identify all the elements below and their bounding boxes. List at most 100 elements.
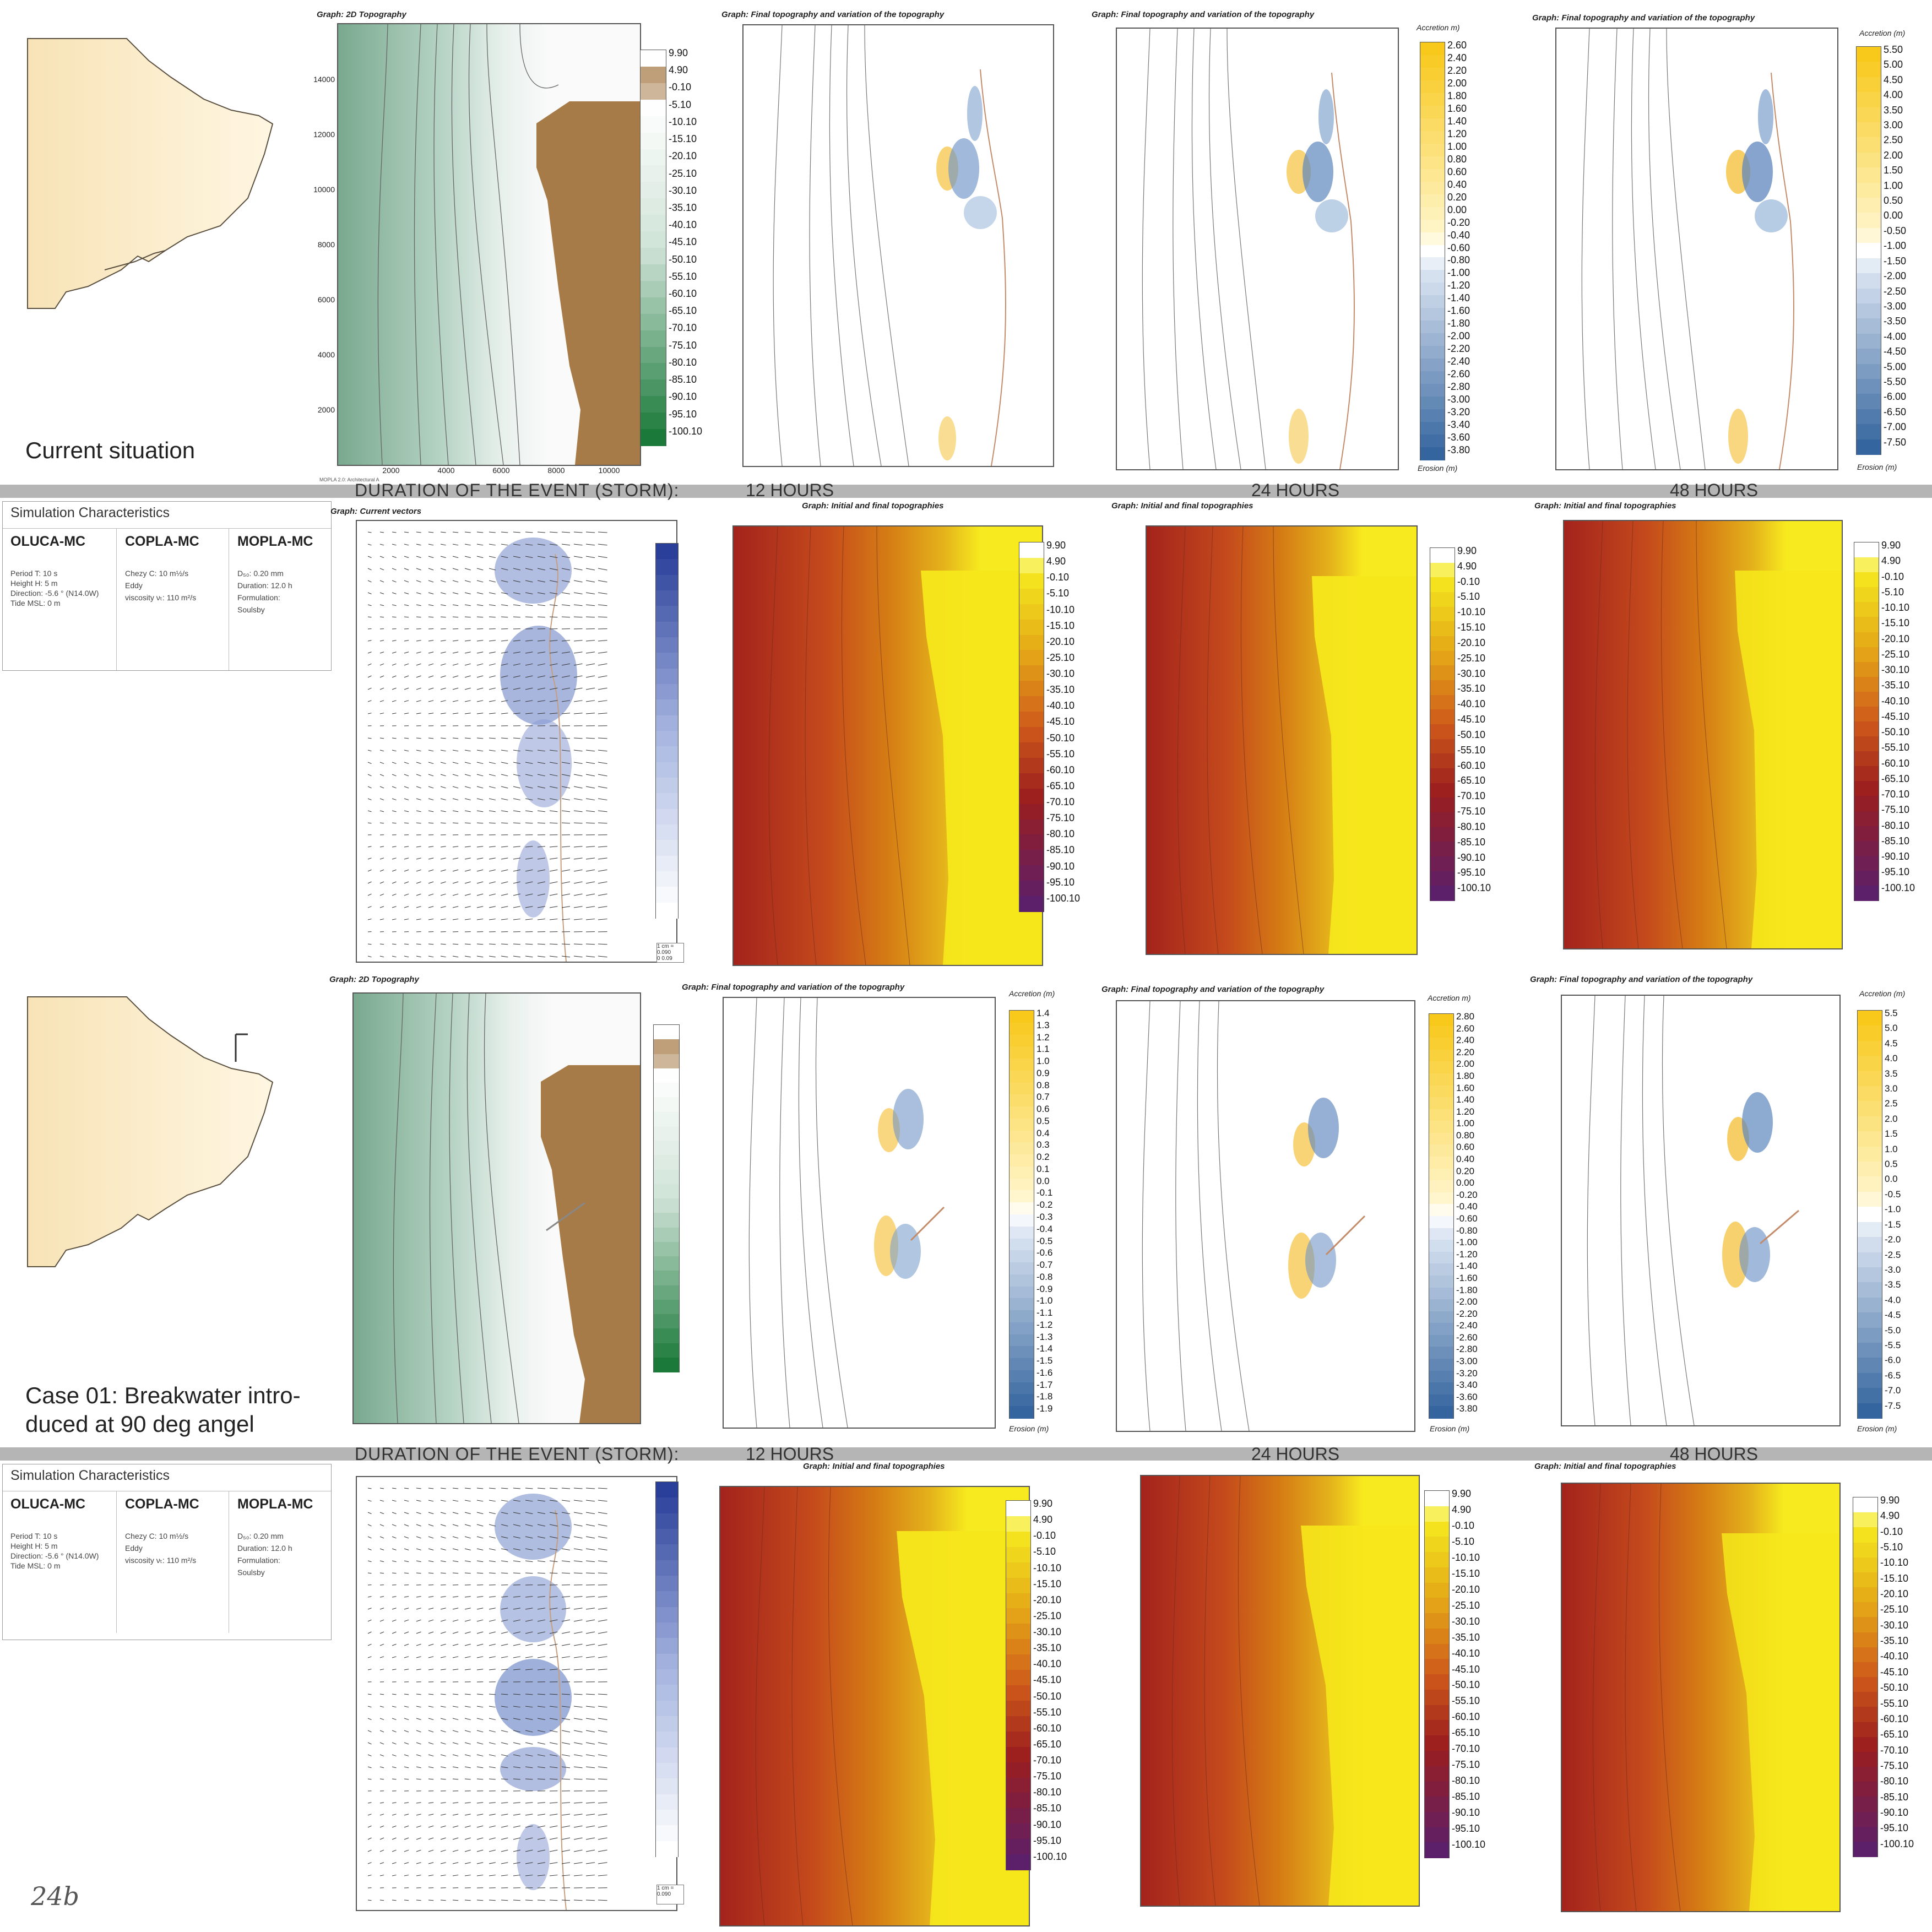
vector-arrow: [392, 1875, 397, 1876]
colorbar-segment: [1858, 1358, 1882, 1374]
plot-area: [1563, 520, 1843, 949]
vector-arrow: [367, 1500, 372, 1502]
colorbar-segment: [1854, 617, 1879, 633]
vector-arrow: [549, 1730, 558, 1733]
vector-arrow: [549, 1669, 558, 1670]
vector-arrow: [440, 750, 446, 752]
vector-arrow: [573, 652, 583, 654]
vector-arrow: [561, 786, 571, 789]
vector-arrow: [440, 1706, 446, 1708]
hour-48: 48 HOURS: [1670, 1444, 1759, 1464]
vector-arrow: [585, 846, 595, 848]
colorbar-label: 9.90: [669, 47, 688, 58]
vector-arrow: [537, 1608, 545, 1610]
vector-arrow: [513, 675, 520, 678]
colorbar-label: -1.40: [1456, 1261, 1478, 1272]
colorbar-segment: [656, 606, 678, 622]
colorbar-segment: [1853, 1722, 1877, 1738]
vector-arrow: [476, 1814, 484, 1816]
vector-arrow: [501, 1500, 508, 1502]
vector-arrow: [573, 1524, 583, 1527]
colorbar-label: -0.10: [1881, 571, 1904, 582]
colorbar-label: -55.10: [1457, 744, 1486, 756]
colorbar-segment: [656, 1685, 678, 1701]
vector-arrow: [573, 810, 583, 812]
colorbar-label: 0.0: [1885, 1174, 1898, 1185]
sim-line: Soulsby: [237, 605, 265, 614]
vector-arrow: [392, 1814, 397, 1816]
vector-arrow: [392, 1631, 397, 1634]
panel-title: Graph: Final topography and variation of…: [1092, 10, 1315, 19]
vector-arrow: [404, 1560, 409, 1562]
vector-arrow: [525, 713, 533, 714]
colorbar-segment: [654, 1169, 679, 1185]
vector-arrow: [489, 1631, 496, 1634]
colorbar-segment: [656, 1810, 678, 1826]
vector-arrow: [416, 846, 421, 848]
vector-arrow: [537, 774, 546, 777]
vector-arrow: [525, 798, 533, 801]
vector-arrow: [392, 1488, 397, 1489]
colorbar-label: -80.10: [1033, 1787, 1062, 1798]
colorbar-label: -30.10: [1880, 1619, 1909, 1631]
colorbar-segment: [656, 1607, 678, 1623]
vector-arrow: [598, 1560, 607, 1562]
vector-arrow: [537, 1656, 545, 1658]
vector-arrow: [525, 1608, 533, 1610]
colorbar-label: -35.10: [669, 202, 697, 213]
colorbar-segment: [641, 215, 666, 232]
colorbar-label: 5.0: [1885, 1023, 1898, 1034]
vector-arrow: [428, 1706, 434, 1708]
vector-arrow: [476, 700, 484, 702]
panel-topo-24h: Graph: Initial and final topographies: [1101, 498, 1432, 977]
vector-arrow: [585, 556, 595, 558]
vector-arrow: [404, 1536, 409, 1539]
colorbar-segment: [641, 248, 666, 265]
colorbar-label: -45.10: [1881, 710, 1910, 722]
vector-arrow: [476, 663, 484, 666]
vector-arrow: [379, 1619, 384, 1622]
plot-area: [1561, 995, 1841, 1426]
vector-arrow: [585, 810, 595, 812]
colorbar-label: -45.10: [1880, 1666, 1909, 1678]
vector-arrow: [489, 1718, 496, 1721]
vector-arrow: [379, 1814, 384, 1816]
colorbar-segment: [1019, 696, 1044, 713]
vector-arrow: [501, 1669, 508, 1670]
colorbar-label: -85.10: [1881, 835, 1910, 846]
vector-arrow: [501, 604, 508, 606]
vector-arrow: [404, 1643, 409, 1646]
vector-arrow: [489, 1608, 496, 1610]
vector-arrow: [537, 1849, 546, 1852]
colorbar-label: -0.40: [1456, 1201, 1478, 1212]
vector-arrow: [392, 750, 397, 752]
hour-24: 24 HOURS: [1251, 1444, 1340, 1464]
vector-arrow: [585, 675, 595, 678]
vector-arrow: [561, 592, 571, 594]
colorbar-label: 0.80: [1447, 153, 1467, 165]
colorbar-segment: [654, 1213, 679, 1228]
colorbar-segment: [1430, 548, 1455, 563]
vector-scale-text: 1 cm = 0.090: [657, 943, 674, 956]
colorbar-segment: [1010, 1346, 1034, 1359]
vector-arrow: [452, 762, 459, 764]
vector-arrow: [598, 1837, 607, 1840]
plot-area: [719, 1486, 1030, 1926]
vector-arrow: [525, 1536, 533, 1539]
vector-arrow: [585, 1825, 595, 1828]
colorbar-label: 2.80: [1456, 1011, 1475, 1022]
vector-arrow: [598, 762, 607, 764]
colorbar-label: -6.5: [1885, 1370, 1901, 1381]
colorbar-label: 0.00: [1884, 210, 1903, 221]
colorbar-segment: [1420, 308, 1445, 322]
row-simulation-current: Simulation Characteristics OLUCA-MC Peri…: [0, 498, 1932, 977]
vector-arrow: [379, 1560, 384, 1562]
panel-title: Graph: 2D Topography: [329, 975, 419, 984]
vector-arrow: [501, 774, 508, 777]
colorbar-segment: [656, 731, 678, 747]
vector-arrow: [585, 544, 595, 546]
sim-line: D₅₀: 0.20 mm: [237, 1532, 284, 1540]
colorbar-label: -1.4: [1036, 1343, 1053, 1354]
colorbar-label: 0.00: [1447, 204, 1467, 215]
vector-arrow: [392, 713, 397, 714]
